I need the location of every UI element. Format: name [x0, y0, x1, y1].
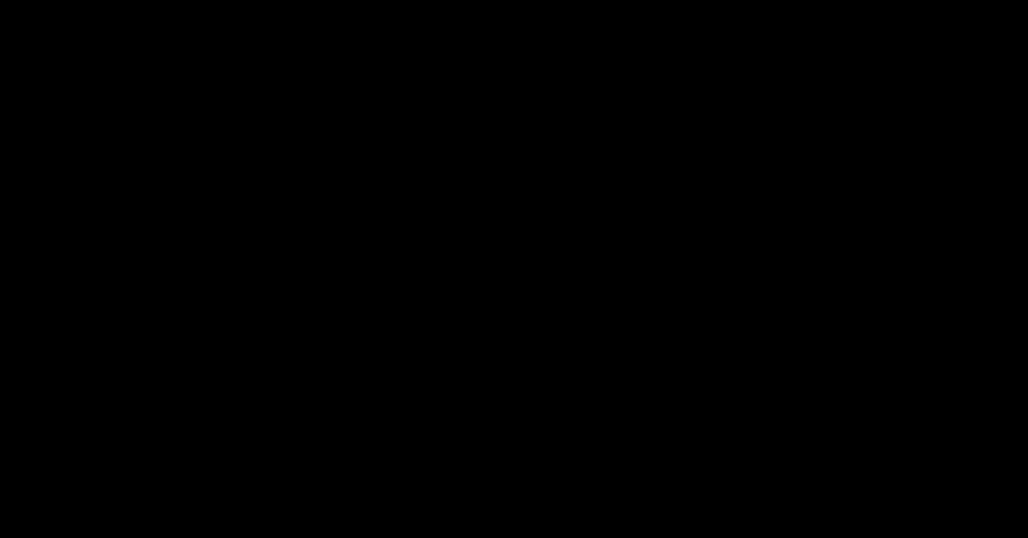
blank-screen [0, 0, 1028, 538]
